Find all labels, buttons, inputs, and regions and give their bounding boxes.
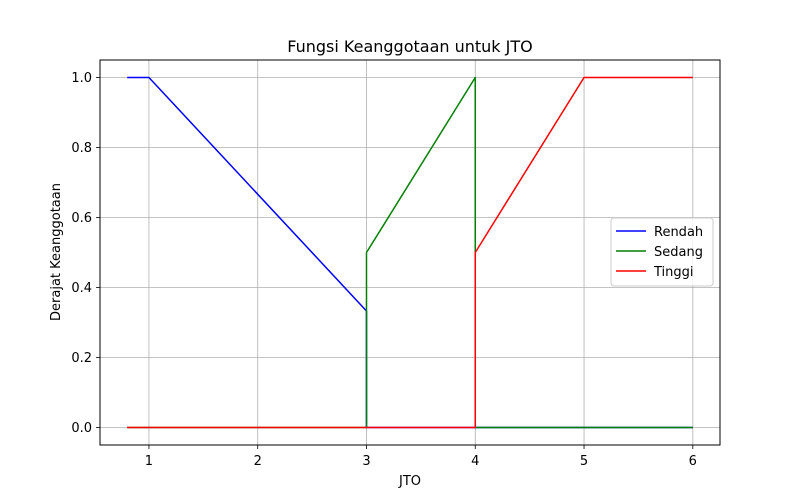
y-tick-label-0.8: 0.8 <box>71 141 92 156</box>
y-tick-label-0.4: 0.4 <box>71 281 92 296</box>
legend: Rendah Sedang Tinggi <box>610 217 714 287</box>
x-axis-label: JTO <box>398 474 421 489</box>
series-line-tinggi <box>127 76 693 429</box>
legend-label-sedang: Sedang <box>654 245 703 260</box>
y-axis-label: Derajat Keanggotaan <box>49 183 64 321</box>
x-tick-label-6: 6 <box>689 454 697 469</box>
ticks-layer: 1 2 3 4 5 6 0.0 0.2 0.4 0.6 0.8 1.0 <box>71 71 697 469</box>
x-tick-label-2: 2 <box>254 454 262 469</box>
x-tick-label-5: 5 <box>580 454 588 469</box>
y-tick-label-0.2: 0.2 <box>71 351 92 366</box>
series-line-sedang <box>127 76 693 429</box>
series-line-rendah <box>127 76 693 429</box>
legend-label-rendah: Rendah <box>654 225 703 240</box>
y-tick-label-0.6: 0.6 <box>71 211 92 226</box>
y-tick-label-1.0: 1.0 <box>71 71 92 86</box>
legend-frame <box>610 217 714 287</box>
plot-area-frame <box>99 59 721 446</box>
series-layer <box>127 76 693 429</box>
x-tick-label-1: 1 <box>145 454 153 469</box>
x-tick-label-3: 3 <box>362 454 370 469</box>
chart-title: Fungsi Keanggotaan untuk JTO <box>287 37 532 56</box>
x-tick-label-4: 4 <box>471 454 479 469</box>
y-tick-label-0.0: 0.0 <box>71 421 92 436</box>
legend-label-tinggi: Tinggi <box>653 265 694 280</box>
